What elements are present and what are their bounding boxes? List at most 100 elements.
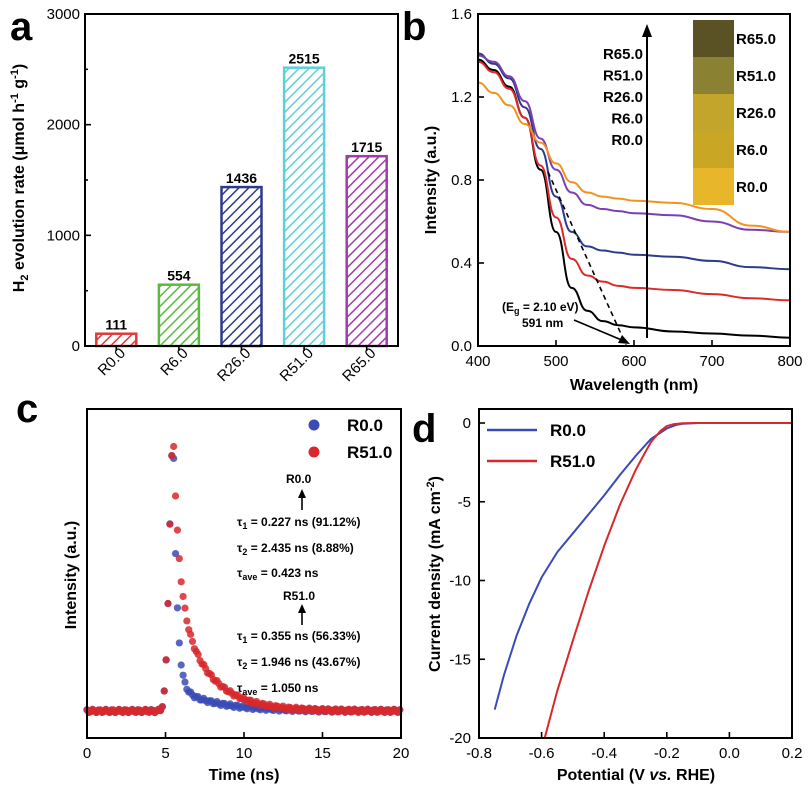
x-axis-label-b: Wavelength (nm)	[570, 377, 698, 394]
y-axis-label-b: Intensity (a.u.)	[423, 126, 440, 234]
swatch-label: R51.0	[736, 68, 776, 85]
color-swatch-R65.0	[693, 20, 734, 57]
tau2-r0: τ2 = 2.435 ns (8.88%)	[237, 541, 354, 557]
legend-label-r51: R51.0	[347, 443, 392, 462]
x-tick-label-b: 800	[777, 353, 802, 370]
data-point-R51.0	[162, 656, 170, 664]
x-tick-label-c: 10	[236, 745, 253, 762]
y-tick-label-b: 1.2	[451, 89, 472, 106]
legend-label-r0: R0.0	[347, 416, 383, 435]
data-point-R51.0	[181, 604, 189, 612]
trend-label: R0.0	[611, 132, 643, 149]
fit-arrowhead-r51	[298, 604, 306, 613]
fit-arrowhead-r0	[298, 489, 306, 498]
data-point-R51.0	[175, 554, 183, 563]
data-point-R0.0	[173, 604, 182, 612]
y-axis-label-a: H2 evolution rate (μmol h-1 g-1)	[9, 64, 31, 292]
bar-value-label: 111	[105, 317, 127, 333]
data-point-R51.0	[194, 650, 202, 659]
trend-arrowhead-b	[642, 24, 652, 37]
bar-R51.0	[282, 66, 326, 348]
annotation-arrow-b	[573, 319, 625, 342]
y-axis-label-c: Intensity (a.u.)	[63, 521, 80, 629]
x-tick-label-a: R26.0	[214, 345, 254, 385]
y-tick-label-b: 1.6	[451, 6, 472, 23]
swatch-label: R26.0	[736, 105, 776, 122]
tau2-r51: τ2 = 1.946 ns (43.67%)	[237, 655, 360, 671]
data-point-R0.0	[179, 671, 187, 679]
y-tick-label-d: -20	[449, 730, 471, 747]
legend-label-r0-d: R0.0	[550, 421, 586, 440]
series-line-R6.0	[477, 60, 791, 302]
x-tick-label-d: -0.6	[529, 745, 555, 762]
chart-d: -0.8 -0.6 -0.4 -0.2 0.0 0.2 0 -5 -10 -15 -20 Poten…	[425, 408, 803, 784]
series-line-R65.0	[477, 81, 791, 233]
trend-label: R51.0	[603, 68, 643, 85]
bar-R0.0	[95, 332, 138, 348]
data-point-R51.0	[166, 520, 174, 528]
y-tick-label-a: 2000	[47, 117, 80, 134]
x-tick-label-c: 0	[83, 745, 91, 762]
trend-label: R6.0	[611, 111, 643, 128]
y-tick-label-d: -15	[449, 651, 471, 668]
bar-value-label: 1715	[351, 139, 382, 155]
panel-label-d: d	[412, 407, 436, 451]
fit-title-r51: R51.0	[283, 589, 315, 603]
x-tick-label-b: 700	[699, 353, 724, 370]
axes-frame-d	[478, 408, 793, 739]
x-tick-label-c: 15	[314, 745, 331, 762]
tauave-r51: τave = 1.050 ns	[237, 681, 319, 697]
swatch-label: R0.0	[736, 179, 768, 196]
chart-b: 400 500 600 700 800 0.0 0.4 0.8 1.2 1.6 Wavelengt…	[423, 6, 803, 394]
y-tick-label-a: 0	[72, 338, 80, 355]
fit-title-r0: R0.0	[286, 472, 312, 486]
series-line-R51.0	[543, 422, 792, 739]
y-tick-label-d: -5	[458, 494, 471, 511]
x-tick-label-b: 500	[543, 353, 568, 370]
color-swatch-R26.0	[693, 94, 734, 131]
chart-c: 0 5 10 15 20 Time (ns) Intensity (a.u.) R0.0…	[63, 408, 409, 784]
y-tick-label-a: 3000	[47, 6, 80, 23]
annotation-arrowhead-b	[618, 335, 630, 344]
data-point-R0.0	[175, 639, 183, 647]
bar-R6.0	[157, 283, 201, 348]
x-tick-label-d: 0.0	[719, 745, 740, 762]
panel-label-b: b	[402, 5, 426, 49]
color-swatch-R6.0	[693, 131, 734, 168]
color-swatch-R51.0	[693, 57, 734, 94]
legend-marker-r0	[308, 419, 320, 431]
bar-value-label: 2515	[289, 51, 320, 67]
x-tick-label-c: 5	[161, 745, 169, 762]
bar-R26.0	[220, 185, 263, 348]
data-point-R51.0	[170, 442, 178, 451]
y-axis-label-d: Current density (mA cm-2)	[425, 476, 444, 672]
legend-label-r51-d: R51.0	[550, 452, 595, 471]
data-point-R0.0	[171, 550, 180, 558]
y-tick-label-d: -10	[449, 573, 471, 590]
y-tick-label-a: 1000	[47, 227, 80, 244]
wavelength-annotation: 591 nm	[522, 316, 563, 330]
chart-a: 111 554 1436 2515 1715 R0.0 R6.0 R26.0 R51.0 R65…	[9, 6, 399, 385]
data-point-R51.0	[396, 706, 404, 714]
data-point-R51.0	[173, 526, 182, 534]
bar-value-label: 1436	[226, 170, 257, 186]
data-point-R51.0	[171, 492, 180, 500]
legend-marker-r51	[308, 446, 320, 458]
y-tick-label-b: 0.8	[451, 172, 472, 189]
panel-label-c: c	[16, 387, 38, 431]
data-point-R51.0	[168, 452, 176, 460]
x-tick-label-a: R6.0	[157, 345, 191, 379]
data-point-R51.0	[158, 703, 166, 711]
color-swatch-R0.0	[693, 168, 734, 205]
tangent-line-b	[547, 171, 627, 346]
data-point-R51.0	[160, 687, 168, 695]
x-tick-label-a: R51.0	[277, 345, 317, 385]
series-line-R51.0	[477, 54, 791, 233]
x-tick-label-b: 400	[465, 353, 490, 370]
data-point-R51.0	[187, 630, 195, 638]
x-tick-label-d: 0.2	[782, 745, 803, 762]
data-point-R51.0	[177, 578, 185, 586]
x-axis-label-c: Time (ns)	[209, 767, 280, 784]
y-tick-label-b: 0.4	[451, 255, 472, 272]
bandgap-annotation: (Eg = 2.10 eV)	[502, 300, 579, 316]
